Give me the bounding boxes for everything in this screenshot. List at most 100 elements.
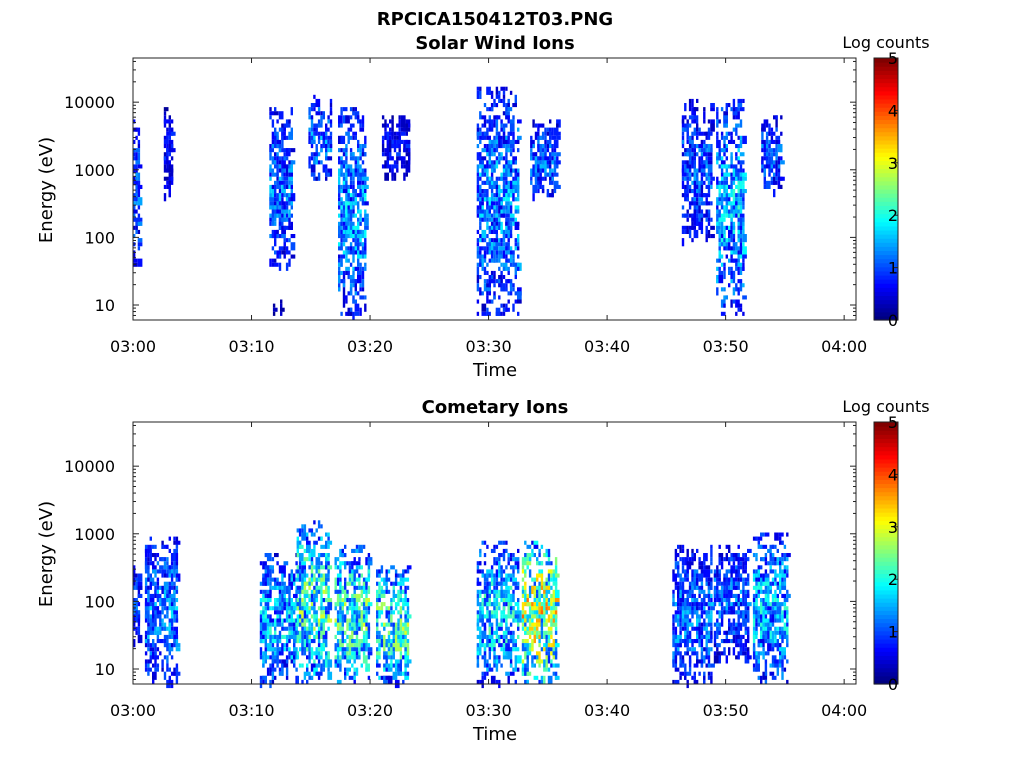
heatmap-cell [509,131,513,136]
heatmap-cell [488,593,491,598]
heatmap-cell [545,647,548,652]
heatmap-cell [133,168,136,173]
heatmap-cell [735,622,738,631]
heatmap-cell [137,602,141,607]
heatmap-cell [149,593,155,598]
heatmap-cell [688,561,694,566]
heatmap-cell [135,606,138,611]
heatmap-cell [274,602,277,607]
heatmap-cell [344,651,347,656]
heatmap-cell [742,581,745,590]
heatmap-cell [493,606,496,611]
heatmap-cell [396,135,399,140]
heatmap-cell [360,565,363,570]
heatmap-cell [339,630,342,635]
heatmap-cell [283,234,286,239]
heatmap-cell [404,651,407,656]
heatmap-cell [147,589,150,594]
heatmap-cell [767,622,770,627]
heatmap-cell [716,655,721,664]
heatmap-cell [175,561,179,566]
heatmap-cell [742,217,745,222]
heatmap-cell [767,606,772,611]
heatmap-cell [509,593,515,603]
heatmap-cell [713,639,717,644]
heatmap-cell [681,180,685,189]
heatmap-cell [718,630,721,635]
heatmap-cell [530,156,533,161]
colorbar-segment [874,103,898,108]
heatmap-cell [752,663,756,668]
plot-frame [132,57,857,321]
heatmap-cell [705,626,708,631]
heatmap-cell [325,156,330,161]
heatmap-cell [725,107,728,112]
heatmap-cell [385,651,388,656]
heatmap-cell [725,585,728,594]
heatmap-cell [495,557,499,566]
heatmap-cell [693,679,699,684]
heatmap-cell [779,557,782,566]
heatmap-cell [498,581,501,586]
heatmap-cell [301,581,304,590]
heatmap-cell [406,639,410,644]
heatmap-cell [322,659,325,668]
heatmap-cell [479,626,482,631]
heatmap-cell [502,90,506,95]
heatmap-cell [686,639,689,648]
heatmap-cell [545,581,548,586]
heatmap-cell [163,626,167,631]
heatmap-cell [514,647,520,652]
heatmap-cell [339,614,342,623]
heatmap-cell [705,197,708,206]
x-axis-label: Time [472,360,517,381]
heatmap-cell [274,144,279,149]
heatmap-cell [301,602,306,611]
heatmap-cell [774,557,777,562]
heatmap-cell [514,291,517,296]
heatmap-cell [481,238,484,243]
heatmap-cell [769,618,772,623]
heatmap-cell [498,156,501,161]
heatmap-cell [481,618,484,623]
heatmap-cell [170,565,174,570]
heatmap-cell [283,573,286,578]
heatmap-cell [481,606,484,611]
heatmap-cell [700,209,704,214]
heatmap-cell [686,651,689,656]
heatmap-cell [152,598,155,603]
heatmap-cell [285,639,291,644]
heatmap-cell [481,610,484,615]
heatmap-cell [290,205,293,210]
heatmap-cell [507,651,513,660]
heatmap-cell [488,291,491,296]
heatmap-cell [285,156,289,161]
heatmap-cell [163,123,167,128]
heatmap-cell [710,626,713,631]
heatmap-cell [481,598,484,603]
heatmap-cell [344,553,347,558]
heatmap-cell [498,602,501,607]
heatmap-cell [493,598,496,603]
heatmap-cell [728,266,731,271]
heatmap-cell [262,675,267,680]
heatmap-cell [739,217,745,226]
heatmap-cell [137,618,141,627]
heatmap-cell [339,643,344,648]
heatmap-cell [507,258,510,263]
heatmap-cell [684,557,689,566]
heatmap-cell [308,581,311,586]
heatmap-cell [536,614,539,619]
heatmap-cell [679,630,682,635]
heatmap-cell [339,593,342,598]
heatmap-cell [509,213,515,218]
heatmap-cell [133,250,136,259]
heatmap-cell [531,553,534,558]
heatmap-cell [771,581,775,586]
heatmap-cell [493,589,498,594]
heatmap-cell [276,585,279,590]
heatmap-cell [517,606,520,611]
heatmap-cell [137,614,141,619]
heatmap-cell [512,573,515,578]
heatmap-cell [700,630,704,635]
